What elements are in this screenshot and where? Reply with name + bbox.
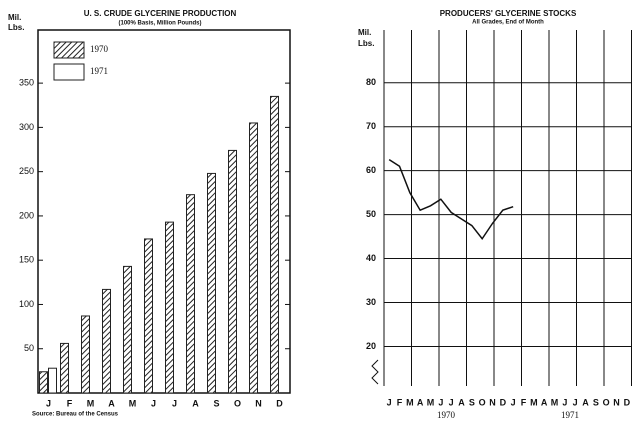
- y-tick-label: 20: [366, 341, 376, 351]
- y-tick-label: 50: [24, 343, 34, 353]
- y-tick-label: 250: [19, 166, 34, 176]
- x-tick-label: F: [67, 398, 73, 408]
- y-axis-label: Lbs.: [8, 23, 24, 32]
- y-tick-label: 350: [19, 77, 34, 87]
- bar: [165, 221, 174, 394]
- x-tick-label: J: [562, 397, 567, 407]
- x-tick-label: A: [458, 397, 465, 407]
- x-tick-label: S: [469, 397, 475, 407]
- x-tick-label: F: [397, 397, 403, 407]
- y-tick-label: 50: [366, 209, 376, 219]
- y-tick-label: 40: [366, 253, 376, 263]
- y-tick-label: 100: [19, 299, 34, 309]
- y-tick-label: 300: [19, 122, 34, 132]
- x-tick-label: A: [108, 398, 115, 408]
- x-tick-label: J: [387, 397, 392, 407]
- bar: [39, 371, 48, 394]
- chart-title: PRODUCERS' GLYCERINE STOCKS: [440, 9, 577, 18]
- x-tick-label: M: [129, 398, 137, 408]
- x-tick-label: O: [234, 398, 241, 408]
- x-tick-label: A: [582, 397, 589, 407]
- bar: [186, 194, 195, 394]
- y-tick-label: 70: [366, 121, 376, 131]
- x-tick-label: J: [172, 398, 177, 408]
- axis-break: [371, 359, 379, 385]
- x-tick-label: N: [489, 397, 496, 407]
- line: [388, 159, 514, 241]
- y-axis-label: Mil.: [358, 28, 371, 37]
- y-tick-label: 80: [366, 77, 376, 87]
- plot-frame: [37, 29, 291, 394]
- x-tick-label: A: [541, 397, 548, 407]
- chart-subtitle: (100% Basis, Million Pounds): [118, 21, 201, 27]
- x-tick-label: J: [46, 398, 51, 408]
- x-tick-label: A: [417, 397, 424, 407]
- x-tick-label: M: [551, 397, 559, 407]
- y-tick-label: 150: [19, 255, 34, 265]
- legend-label: 1971: [90, 66, 108, 76]
- bar: [81, 315, 90, 394]
- x-tick-label: J: [151, 398, 156, 408]
- x-tick-label: M: [406, 397, 414, 407]
- x-tick-label: N: [613, 397, 620, 407]
- x-tick-label: O: [479, 397, 486, 407]
- x-tick-label: D: [624, 397, 631, 407]
- legend-swatch: [53, 41, 85, 59]
- chart-subtitle: All Grades, End of Month: [472, 20, 544, 26]
- bar: [207, 172, 216, 394]
- x-tick-label: N: [255, 398, 262, 408]
- x-tick-label: J: [438, 397, 443, 407]
- source-note: Source: Bureau of the Census: [32, 412, 119, 418]
- bar: [270, 95, 279, 394]
- y-axis-label: Mil.: [8, 13, 21, 22]
- bar: [123, 265, 132, 394]
- x-tick-label: D: [276, 398, 283, 408]
- bar: [102, 288, 111, 394]
- bar: [48, 367, 57, 394]
- x-tick-label: J: [449, 397, 454, 407]
- x-tick-label: O: [603, 397, 610, 407]
- x-tick-label: S: [213, 398, 219, 408]
- bar: [228, 149, 237, 394]
- bar: [144, 238, 153, 394]
- y-tick-label: 30: [366, 297, 376, 307]
- chart-title: U. S. CRUDE GLYCERINE PRODUCTION: [84, 9, 237, 18]
- year-label: 1971: [561, 410, 579, 420]
- year-label: 1970: [437, 410, 456, 420]
- bar: [60, 342, 69, 394]
- x-tick-label: M: [427, 397, 435, 407]
- legend-swatch: [53, 63, 85, 81]
- x-tick-label: D: [500, 397, 507, 407]
- y-axis-label: Lbs.: [358, 39, 374, 48]
- y-tick-label: 60: [366, 165, 376, 175]
- bar: [249, 122, 258, 394]
- x-tick-label: F: [521, 397, 527, 407]
- x-tick-label: A: [192, 398, 199, 408]
- x-tick-label: J: [573, 397, 578, 407]
- x-tick-label: M: [530, 397, 538, 407]
- x-tick-label: M: [87, 398, 95, 408]
- legend-label: 1970: [90, 44, 109, 54]
- x-tick-label: J: [511, 397, 516, 407]
- y-tick-label: 200: [19, 210, 34, 220]
- x-tick-label: S: [593, 397, 599, 407]
